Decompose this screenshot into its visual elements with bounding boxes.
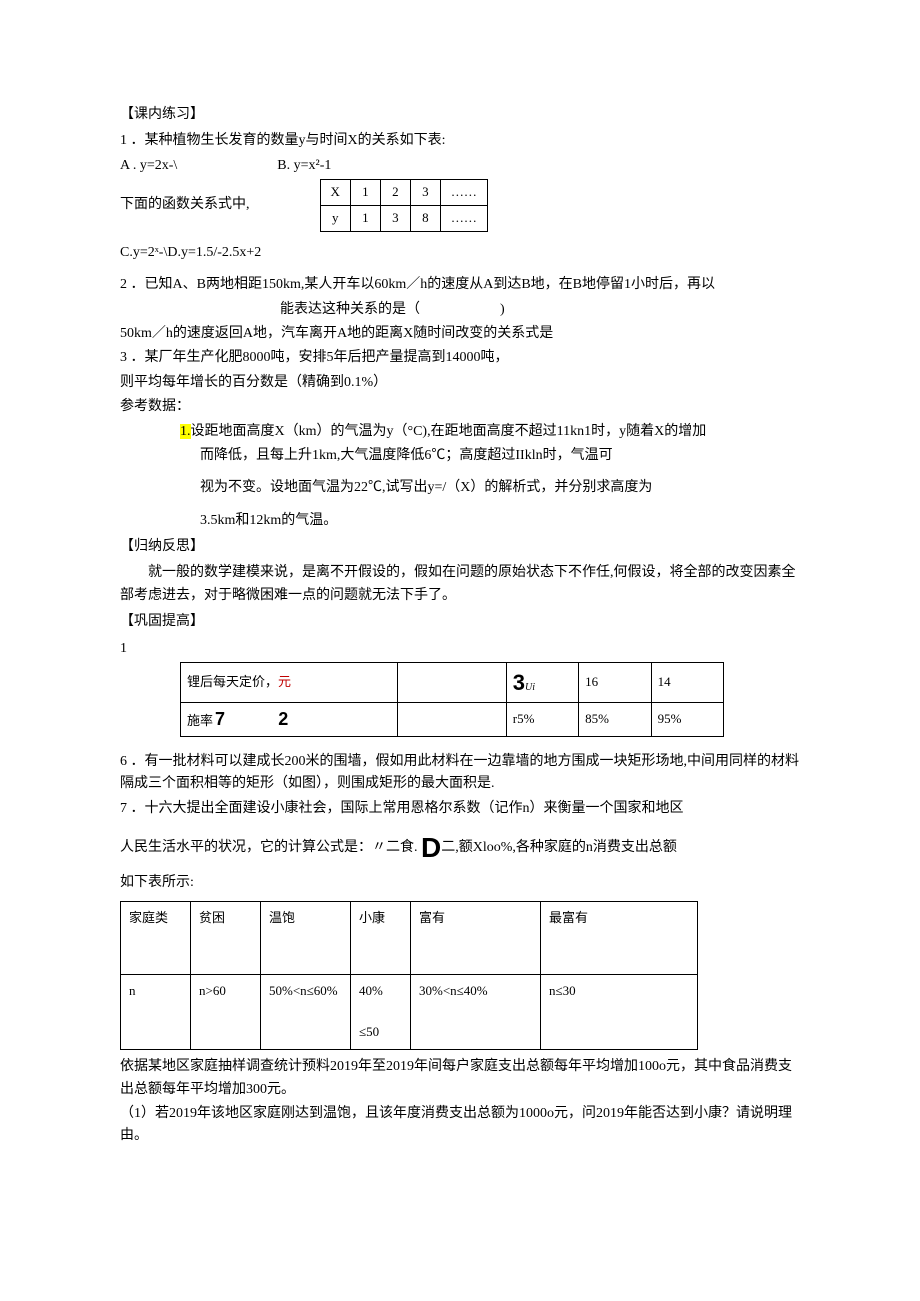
q2-line2: 50km／h的速度返回A地，汽车离开A地的距离X随时间改变的关系式是 — [120, 323, 800, 345]
q1-relation-row: 下面的函数关系式中, X 1 2 3 …… y 1 3 8 …… — [120, 179, 800, 232]
tbl-cell: y — [320, 205, 350, 231]
q1-options-cd: C.y=2ˣ-\D.y=1.5/-2.5x+2 — [120, 242, 800, 264]
ref-line2: 而降低，且每上升1km,大气温度降低6℃；高度超过IIkln时，气温可 — [180, 445, 800, 467]
tbl-cell: 8 — [410, 205, 440, 231]
engel-table: 家庭类 贫困 温饱 小康 富有 最富有 n n>60 50%<n≤60% 40%… — [120, 901, 698, 1051]
engel-th: 富有 — [411, 901, 541, 934]
section-enhance-heading: 【巩固提高】 — [120, 611, 800, 633]
engel-cell: 30%<n≤40% — [411, 974, 541, 1049]
q2-line1: 2 ．已知A、B两地相距150km,某人开车以60km／h的速度从A到达B地，在… — [120, 274, 800, 296]
q7-line1: 7 ．十六大提出全面建设小康社会，国际上常用恩格尔系数（记作n）来衡量一个国家和… — [120, 798, 800, 820]
tbl-num: 7 — [215, 709, 225, 729]
reflect-paragraph: 就一般的数学建模来说，是离不开假设的，假如在问题的原始状态下不作任,何假设，将全… — [120, 562, 800, 607]
ref-line4: 3.5km和12km的气温。 — [180, 510, 800, 532]
q3-line2: 则平均每年增长的百分数是（精确到0.1%） — [120, 372, 800, 394]
tbl-cell: 3 — [410, 180, 440, 206]
q7-line2a: 人民生活水平的状况，它的计算公式是：〃二食. — [120, 840, 421, 855]
q2-center: 能表达这种关系的是（) — [120, 299, 800, 321]
tbl-cell-text: 施率 — [187, 713, 213, 728]
reference-block: 1.设距地面高度X（km）的气温为y（°C),在距地面高度不超过11kn1时，y… — [120, 421, 800, 533]
tbl-cell: 14 — [651, 663, 723, 703]
tbl-cell: …… — [440, 180, 487, 206]
tbl-big-num: 3 — [513, 670, 525, 695]
q7-line2b: 二,额Xloo%,各种家庭的n消费支出总额 — [441, 840, 677, 855]
q1-option-b: B. y=x²-1 — [277, 155, 331, 177]
tbl-cell: 95% — [651, 703, 723, 737]
tbl-cell: r5% — [506, 703, 578, 737]
tbl-cell: 1 — [350, 205, 380, 231]
tbl-cell: 施率7 2 — [181, 703, 398, 737]
q1-stem: 1 ．某种植物生长发育的数量y与时间X的关系如下表: — [120, 130, 800, 152]
engel-row-label: n — [121, 974, 191, 1049]
engel-th: 最富有 — [541, 901, 698, 934]
tbl-cell-empty — [398, 703, 507, 737]
q6-text: 6 ．有一批材料可以建成长200米的围墙，假如用此材料在一边靠墙的地方围成一块矩… — [120, 751, 800, 796]
section-practice-heading: 【课内练习】 — [120, 104, 800, 126]
q1-options-ab: A . y=2x-\ B. y=x²-1 — [120, 155, 800, 177]
tbl-cell: X — [320, 180, 350, 206]
q2-center-close: ) — [500, 302, 505, 317]
ref-line1: 1.设距地面高度X（km）的气温为y（°C),在距地面高度不超过11kn1时，y… — [180, 421, 800, 443]
engel-cell: 50%<n≤60% — [261, 974, 351, 1049]
q7-big-letter: D — [421, 834, 441, 862]
ref-num-highlight: 1. — [180, 424, 191, 439]
enhance-one: 1 — [120, 638, 800, 660]
engel-cell: n>60 — [191, 974, 261, 1049]
tbl-cell: 3 — [380, 205, 410, 231]
engel-th: 家庭类 — [121, 901, 191, 934]
q7-line2: 人民生活水平的状况，它的计算公式是：〃二食. D二,额Xloo%,各种家庭的n消… — [120, 834, 800, 862]
tbl-cell: …… — [440, 205, 487, 231]
tbl-cell: 85% — [579, 703, 651, 737]
engel-th: 贫困 — [191, 901, 261, 934]
tbl-cell: 1 — [350, 180, 380, 206]
ref-body1: 设距地面高度X（km）的气温为y（°C),在距地面高度不超过11kn1时，y随着… — [191, 424, 707, 439]
tbl-cell: 2 — [380, 180, 410, 206]
ref-line3: 视为不变。设地面气温为22℃,试写出y=/（X）的解析式，并分别求高度为 — [180, 477, 800, 499]
q2-center-text: 能表达这种关系的是（ — [280, 302, 420, 317]
q1-relation-label: 下面的函数关系式中, — [120, 194, 250, 216]
q3-line1: 3 ．某厂年生产化肥8000吨，安排5年后把产量提高到14000吨， — [120, 347, 800, 369]
engel-cell: n≤30 — [541, 974, 698, 1049]
tbl-cell-unit: 元 — [278, 674, 291, 689]
tbl-cell: 16 — [579, 663, 651, 703]
section-reflect-heading: 【归纳反思】 — [120, 536, 800, 558]
tbl-sub: Ui — [525, 682, 535, 693]
engel-th: 温饱 — [261, 901, 351, 934]
engel-th: 小康 — [351, 901, 411, 934]
q7-line3: 如下表所示: — [120, 872, 800, 894]
tbl-cell: 锂后每天定价，元 — [181, 663, 398, 703]
tbl-cell: 3Ui — [506, 663, 578, 703]
q7-after-para1: 依据某地区家庭抽样调查统计预料2019年至2019年间每户家庭支出总额每年平均增… — [120, 1056, 800, 1101]
tbl-cell-text: 锂后每天定价， — [187, 674, 278, 689]
tbl-cell-empty — [398, 663, 507, 703]
q7-after-para2: （1）若2019年该地区家庭刚达到温饱，且该年度消费支出总额为1000o元，问2… — [120, 1103, 800, 1148]
q1-xy-table: X 1 2 3 …… y 1 3 8 …… — [320, 179, 488, 232]
tbl-num: 2 — [278, 709, 288, 729]
engel-cell: 40% ≤50 — [351, 974, 411, 1049]
reference-label: 参考数据： — [120, 396, 800, 418]
q1-option-a: A . y=2x-\ — [120, 155, 177, 177]
price-rate-table: 锂后每天定价，元 3Ui 16 14 施率7 2 r5% 85% 95% — [180, 662, 724, 737]
